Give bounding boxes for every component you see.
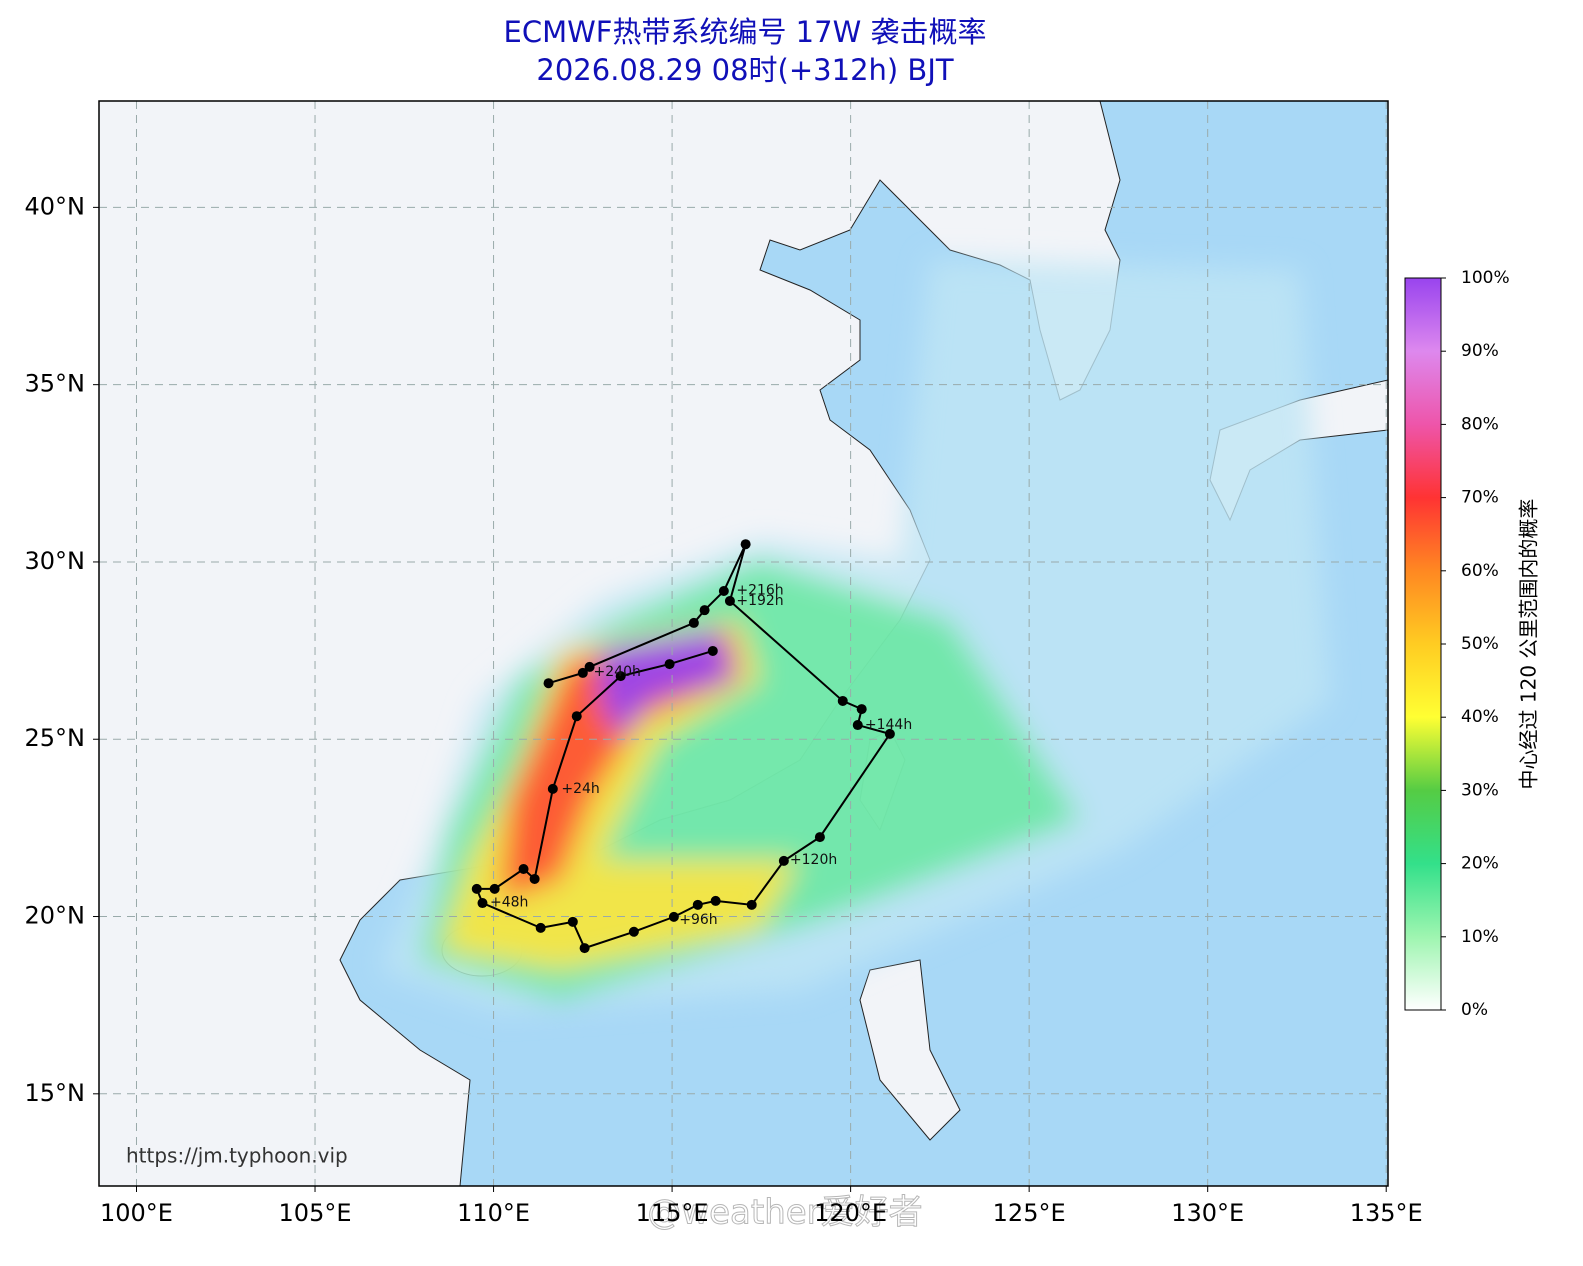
- track-point: [571, 711, 582, 722]
- y-tick-label: 35°N: [25, 370, 86, 398]
- x-tick-label: 105°E: [279, 1199, 352, 1227]
- track-point: [579, 943, 590, 954]
- track-label: +24h: [561, 781, 599, 797]
- track-label: +96h: [679, 912, 717, 928]
- track-point: [577, 667, 588, 678]
- track-point: [688, 617, 699, 628]
- y-tick-label: 20°N: [25, 902, 86, 930]
- track-point: [746, 899, 757, 910]
- colorbar-tick-label: 20%: [1461, 854, 1499, 874]
- colorbar-tick-label: 40%: [1461, 707, 1499, 727]
- x-tick-label: 125°E: [993, 1199, 1066, 1227]
- land: [859, 959, 961, 1141]
- track-point: [668, 911, 679, 922]
- colorbar-tick-label: 70%: [1461, 488, 1499, 508]
- track-point: [724, 595, 735, 606]
- track-point: [471, 883, 482, 894]
- colorbar-tick-label: 50%: [1461, 634, 1499, 654]
- track-label: +216h: [736, 582, 783, 598]
- track-point: [477, 898, 488, 909]
- track-point: [699, 605, 710, 616]
- y-tick-label: 15°N: [25, 1079, 86, 1107]
- track-point: [628, 926, 639, 937]
- y-tick-label: 25°N: [25, 724, 86, 752]
- track-point: [852, 720, 863, 731]
- colorbar-tick-label: 0%: [1461, 1000, 1488, 1020]
- colorbar-tick-label: 80%: [1461, 414, 1499, 434]
- track: +24h +48h +96h +120h +144h +192h+216h +240h: [471, 539, 912, 954]
- track-point: [710, 895, 721, 906]
- track-point: [567, 916, 578, 927]
- map-frame: [98, 100, 1389, 1187]
- track-point: [856, 704, 867, 715]
- track-point: [692, 899, 703, 910]
- grid: [99, 101, 1388, 1186]
- chart-subtitle: 2026.08.29 08时(+312h) BJT: [536, 53, 953, 87]
- track-label: +120h: [790, 852, 837, 868]
- watermark: @weather爱好者: [647, 1193, 922, 1233]
- colorbar-tick-label: 10%: [1461, 927, 1499, 947]
- x-tick-label: 130°E: [1171, 1199, 1244, 1227]
- track-point: [518, 864, 529, 875]
- track-point: [547, 783, 558, 794]
- x-tick-label: 110°E: [457, 1199, 530, 1227]
- track-point: [615, 671, 626, 682]
- source-url: https://jm.typhoon.vip: [126, 1144, 348, 1168]
- colorbar-tick-label: 90%: [1461, 341, 1499, 361]
- y-tick-label: 30°N: [25, 547, 86, 575]
- track-label: +240h: [594, 664, 641, 680]
- track-point: [740, 539, 751, 550]
- track-label: +192h: [736, 593, 783, 609]
- colorbar-tick-label: 100%: [1461, 268, 1510, 288]
- chart-title: ECMWF热带系统编号 17W 袭击概率: [504, 15, 987, 49]
- track-point: [884, 728, 895, 739]
- track-point: [489, 883, 500, 894]
- x-tick-label: 115°E: [636, 1199, 709, 1227]
- track-point: [814, 832, 825, 843]
- colorbar-label: 中心经过 120 公里范围内的概率: [1517, 499, 1541, 790]
- x-tick-label: 120°E: [814, 1199, 887, 1227]
- track-point: [778, 855, 789, 866]
- track-point: [707, 645, 718, 656]
- track-point: [664, 659, 675, 670]
- track-point: [529, 873, 540, 884]
- colorbar-tick-label: 30%: [1461, 780, 1499, 800]
- ocean: [1120, 101, 1388, 380]
- track-point: [718, 586, 729, 597]
- track-point: [535, 922, 546, 933]
- track-label: +144h: [865, 717, 912, 733]
- track-point: [837, 695, 848, 706]
- colorbar: [1404, 277, 1442, 1011]
- colorbar-tick-label: 60%: [1461, 561, 1499, 581]
- map: [99, 101, 1388, 1186]
- track-label: +48h: [490, 894, 528, 910]
- y-tick-label: 40°N: [25, 192, 86, 220]
- x-tick-label: 135°E: [1350, 1199, 1423, 1227]
- x-tick-label: 100°E: [100, 1199, 173, 1227]
- track-point: [584, 661, 595, 672]
- track-point: [543, 678, 554, 689]
